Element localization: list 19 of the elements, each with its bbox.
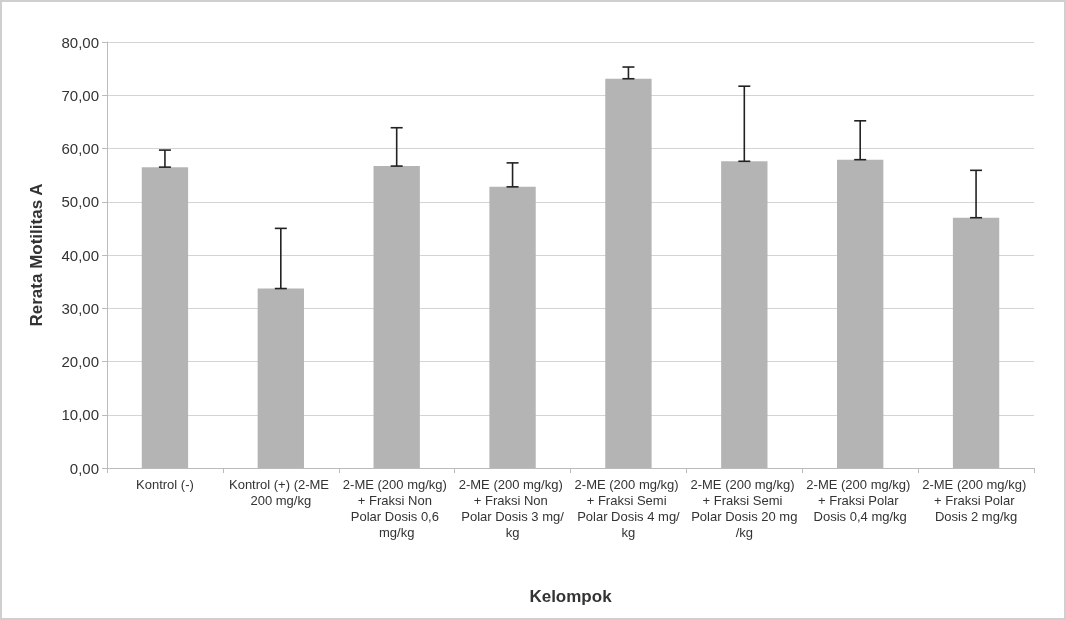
x-tick-label: 2-ME (200 mg/kg) + Fraksi Non Polar Dosis 0,6 mg/kg: [342, 476, 451, 540]
y-tick-label: 30,00: [61, 299, 99, 317]
y-tick-label: 40,00: [61, 246, 99, 264]
y-tick-label: 60,00: [61, 140, 99, 157]
x-tick-label: 2-ME (200 mg/kg) + Fraksi Polar Dosis 0,4 mg/kg: [806, 476, 915, 524]
y-tick-label: 70,00: [61, 86, 99, 104]
y-tick-label: 80,00: [61, 33, 99, 51]
y-tick-label: 20,00: [61, 353, 99, 370]
x-axis-title: Kelompok: [529, 587, 613, 606]
x-tick-label: Kontrol (-): [136, 476, 194, 492]
x-tick-label: 2-ME (200 mg/kg) + Fraksi Polar Dosis 2 mg/kg: [922, 476, 1030, 524]
y-tick-label: 0,00: [69, 459, 99, 477]
x-tick-label: 2-ME (200 mg/kg) + Fraksi Semi Polar Dosis 4 mg/kg: [574, 476, 683, 540]
y-axis-title: Rerata Motilitas A: [27, 183, 46, 327]
x-tick-label: Kontrol (+) (2-ME 200 mg/kg: [228, 476, 333, 508]
x-tick-label: 2-ME (200 mg/kg) + Fraksi Semi Polar Dosis 20 mg/kg: [690, 476, 799, 540]
y-tick-label: 50,00: [61, 193, 99, 211]
y-tick-label: 10,00: [61, 406, 99, 424]
x-tick-label: 2-ME (200 mg/kg) + Fraksi Non Polar Dosis 3 mg/kg: [458, 476, 567, 540]
